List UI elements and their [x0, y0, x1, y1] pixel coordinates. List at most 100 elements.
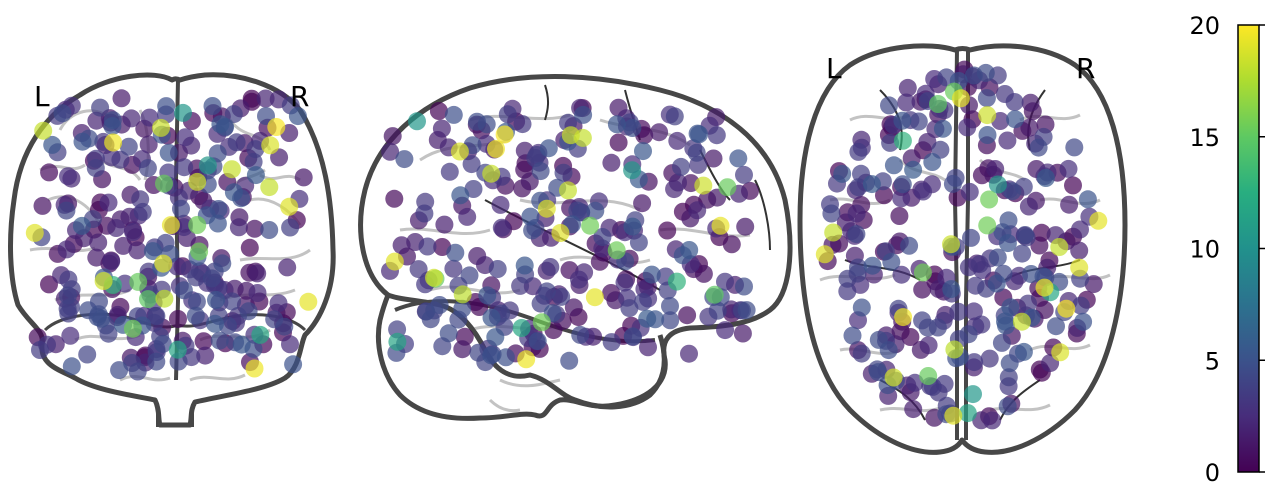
node-marker [1051, 343, 1070, 362]
node-marker [246, 166, 265, 185]
node-marker [186, 306, 205, 325]
node-marker [944, 406, 963, 425]
node-marker [620, 299, 639, 318]
node-marker [224, 105, 243, 124]
axial-right-label: R [1076, 52, 1095, 85]
node-marker [482, 164, 501, 183]
node-marker [1013, 244, 1032, 263]
node-marker [919, 367, 938, 385]
node-marker [53, 104, 72, 123]
node-marker [658, 221, 677, 240]
node-marker [513, 115, 532, 134]
node-marker [395, 150, 414, 169]
node-marker [202, 269, 221, 288]
node-marker [716, 272, 734, 291]
node-marker [260, 178, 279, 197]
node-marker [918, 133, 937, 151]
node-marker [99, 193, 118, 212]
node-marker [408, 112, 426, 131]
node-marker [951, 89, 970, 108]
node-marker [261, 136, 280, 155]
node-marker [537, 282, 556, 301]
node-marker [482, 308, 501, 327]
node-marker [59, 286, 77, 305]
node-marker [847, 204, 866, 223]
node-marker [154, 254, 173, 273]
node-marker [92, 309, 111, 328]
node-marker [943, 174, 962, 193]
node-marker [124, 223, 143, 241]
node-marker [227, 133, 246, 152]
node-marker [998, 397, 1017, 416]
coronal-right-label: R [290, 80, 309, 113]
axial-view: L R [797, 43, 1128, 455]
node-marker [174, 281, 193, 300]
node-marker [559, 181, 577, 200]
colorbar-tick-label: 5 [1205, 347, 1220, 375]
node-marker [833, 164, 852, 183]
node-marker [849, 258, 867, 277]
node-marker [491, 195, 510, 214]
node-marker [112, 89, 131, 108]
node-marker [129, 272, 148, 291]
node-marker [152, 118, 170, 137]
node-marker [987, 274, 1006, 293]
node-marker [175, 158, 194, 177]
node-marker [57, 240, 76, 259]
node-marker [615, 273, 634, 292]
node-marker [708, 301, 727, 320]
node-marker [159, 143, 178, 162]
node-marker [893, 175, 912, 194]
node-marker [602, 333, 621, 352]
node-marker [962, 228, 980, 247]
sagittal-nodes [381, 98, 759, 372]
node-marker [1014, 342, 1033, 361]
node-marker [78, 345, 97, 364]
node-marker [623, 119, 642, 137]
node-marker [602, 153, 621, 172]
node-marker [852, 298, 871, 317]
node-marker [634, 142, 652, 161]
node-marker [515, 256, 534, 275]
node-marker [194, 332, 213, 351]
node-marker [239, 302, 258, 321]
node-marker [482, 346, 501, 365]
node-marker [1000, 354, 1019, 373]
node-marker [945, 340, 964, 359]
node-marker [207, 290, 225, 309]
node-marker [694, 264, 713, 283]
node-marker [123, 319, 142, 338]
node-marker [446, 243, 465, 262]
node-marker [680, 344, 698, 363]
node-marker [392, 236, 411, 255]
node-marker [425, 268, 443, 287]
node-marker [964, 385, 982, 404]
node-marker [278, 258, 297, 277]
node-marker [453, 285, 472, 304]
node-marker [983, 411, 1002, 430]
node-marker [153, 334, 172, 353]
node-marker [462, 155, 481, 174]
node-marker [267, 118, 286, 136]
node-marker [570, 270, 588, 289]
node-marker [206, 314, 224, 333]
node-marker [59, 167, 77, 186]
node-marker [1070, 241, 1089, 260]
node-marker [909, 112, 928, 131]
node-marker [294, 168, 313, 187]
node-marker [1012, 312, 1031, 331]
node-marker [498, 105, 517, 124]
node-marker [190, 242, 209, 261]
node-marker [554, 163, 573, 182]
node-marker [633, 194, 652, 213]
node-marker [133, 202, 152, 221]
node-marker [704, 149, 723, 168]
node-marker [157, 97, 176, 116]
node-marker [711, 216, 730, 235]
node-marker [208, 144, 227, 163]
node-marker [914, 182, 933, 201]
node-marker [609, 133, 628, 152]
colorbar: 0 5 10 15 20 [1189, 12, 1265, 487]
node-marker [694, 176, 713, 195]
node-marker [642, 265, 661, 284]
